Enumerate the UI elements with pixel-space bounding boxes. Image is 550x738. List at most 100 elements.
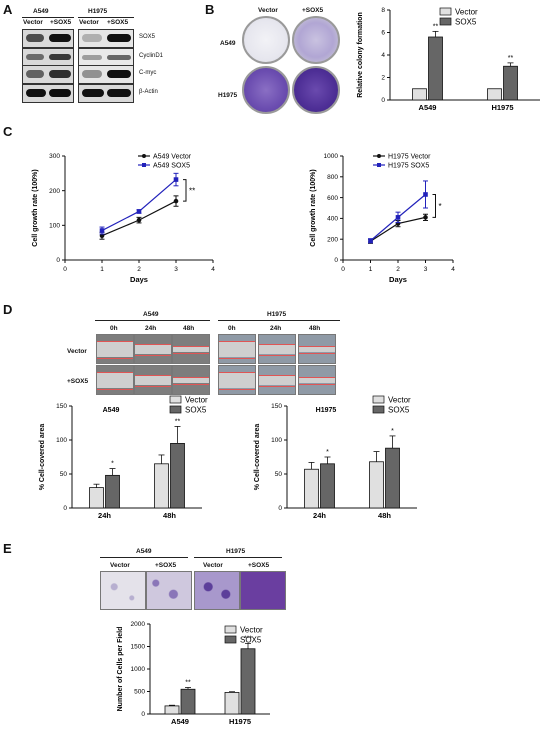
bar: [154, 463, 169, 509]
x-tick-label: 3: [424, 266, 428, 273]
legend-marker: [142, 163, 146, 167]
y-tick-label: 500: [134, 689, 145, 696]
scratch-boundary-lines: [135, 344, 171, 356]
scratch-boundary-lines: [135, 375, 171, 387]
scratch-image-tile: [172, 334, 210, 364]
x-tick-label: 4: [451, 266, 455, 273]
y-tick-label: 100: [56, 437, 67, 444]
invasion-group-label: A549: [136, 548, 152, 555]
invasion-cond-label: Vector: [110, 562, 130, 569]
blot-protein-label: β-Actin: [139, 89, 158, 95]
scratch-boundary-lines: [259, 344, 295, 356]
blot-row-cmyc: [22, 65, 134, 84]
scratch-boundary-lines: [173, 377, 209, 385]
y-tick-label: 100: [49, 223, 60, 230]
y-axis-label: Number of Cells per Field: [117, 627, 124, 712]
y-tick-label: 100: [271, 437, 282, 444]
legend-marker: [377, 163, 381, 167]
x-tick-label: 1: [369, 266, 373, 273]
x-axis-label: Days: [389, 275, 407, 284]
bar: [369, 461, 384, 509]
significance-label: **: [433, 23, 439, 30]
y-tick-label: 200: [327, 236, 338, 243]
blot-row-actin: [22, 84, 134, 103]
x-tick-label: 0: [341, 266, 345, 273]
bar: [164, 705, 180, 715]
bar: [224, 692, 240, 715]
y-tick-label: 1000: [131, 666, 146, 673]
colony-col-label: Vector: [258, 7, 278, 14]
colony-dish-a549-sox5: [292, 16, 340, 64]
blot-lane-label: +SOX5: [107, 19, 129, 26]
invasion-divider: [100, 557, 188, 558]
scratch-divider: [218, 320, 340, 321]
bar: [428, 36, 443, 101]
y-tick-label: 600: [327, 195, 338, 202]
chart-title: A549: [103, 407, 120, 414]
significance-bracket: [432, 193, 436, 218]
data-point: [136, 217, 142, 223]
blot-divider-a549: [22, 17, 74, 18]
y-tick-label: 2000: [131, 621, 146, 628]
scratch-group-label: A549: [143, 311, 159, 318]
scratch-boundary-lines: [173, 346, 209, 354]
y-tick-label: 6: [381, 30, 385, 37]
bar: [89, 487, 104, 509]
legend-label: SOX5: [185, 406, 207, 415]
data-point: [423, 192, 428, 197]
y-tick-label: 8: [381, 7, 385, 14]
scratch-time-label: 48h: [183, 325, 195, 332]
colony-row-label: A549: [220, 40, 236, 47]
legend-label: Vector: [185, 396, 208, 405]
data-point: [99, 228, 105, 233]
scratch-time-label: 0h: [110, 325, 118, 332]
y-tick-label: 1000: [324, 153, 339, 160]
blot-protein-label: SOX5: [139, 34, 156, 40]
y-axis-label: Relative colony formation: [357, 12, 364, 98]
significance-label: *: [326, 449, 329, 456]
x-axis-label: Days: [130, 275, 148, 284]
x-tick-label: 0: [63, 266, 67, 273]
chart-title: H1975: [316, 407, 337, 414]
significance-bracket: [183, 179, 187, 202]
legend-swatch: [439, 17, 452, 26]
y-tick-label: 0: [334, 257, 338, 264]
invasion-image-a549-sox5: [146, 571, 192, 610]
invasion-cond-label: +SOX5: [248, 562, 270, 569]
y-tick-label: 0: [381, 97, 385, 104]
legend-label: SOX5: [455, 18, 477, 27]
y-tick-label: 150: [56, 403, 67, 410]
data-point: [136, 209, 142, 214]
colony-dish-a549-vector: [242, 16, 290, 64]
legend-label: SOX5: [240, 636, 262, 645]
x-tick-label: H1975: [229, 717, 251, 726]
y-tick-label: 200: [49, 188, 60, 195]
bar: [304, 468, 319, 509]
scratch-image-tile: [96, 334, 134, 364]
legend-swatch: [224, 625, 237, 634]
bar: [385, 447, 400, 509]
blot-protein-label: C-myc: [139, 70, 157, 76]
significance-label: ***: [244, 635, 252, 642]
legend-swatch: [169, 395, 182, 404]
significance-label: **: [175, 418, 181, 425]
chart-growth-h1975: 0 200 400 600 800 1000 Cell growth rate (100%)…: [310, 153, 455, 284]
data-point: [99, 233, 105, 239]
scratch-image-tile: [258, 365, 296, 395]
scratch-image-tile: [298, 365, 336, 395]
blot-row-sox5: [22, 29, 134, 48]
y-tick-label: 2: [381, 75, 385, 82]
bar: [180, 688, 196, 715]
significance-label: **: [189, 186, 195, 195]
y-tick-label: 0: [63, 505, 67, 512]
y-axis-label: Cell growth rate (100%): [310, 169, 317, 246]
x-tick-label: 1: [100, 266, 104, 273]
legend-label: A549 Vector: [153, 154, 192, 161]
scratch-image-tile: [298, 334, 336, 364]
invasion-group-label: H1975: [226, 548, 246, 555]
scratch-image-tile: [96, 365, 134, 395]
significance-label: **: [185, 679, 191, 686]
scratch-image-tile: [134, 365, 172, 395]
scratch-time-label: 48h: [309, 325, 321, 332]
y-tick-label: 50: [60, 471, 68, 478]
